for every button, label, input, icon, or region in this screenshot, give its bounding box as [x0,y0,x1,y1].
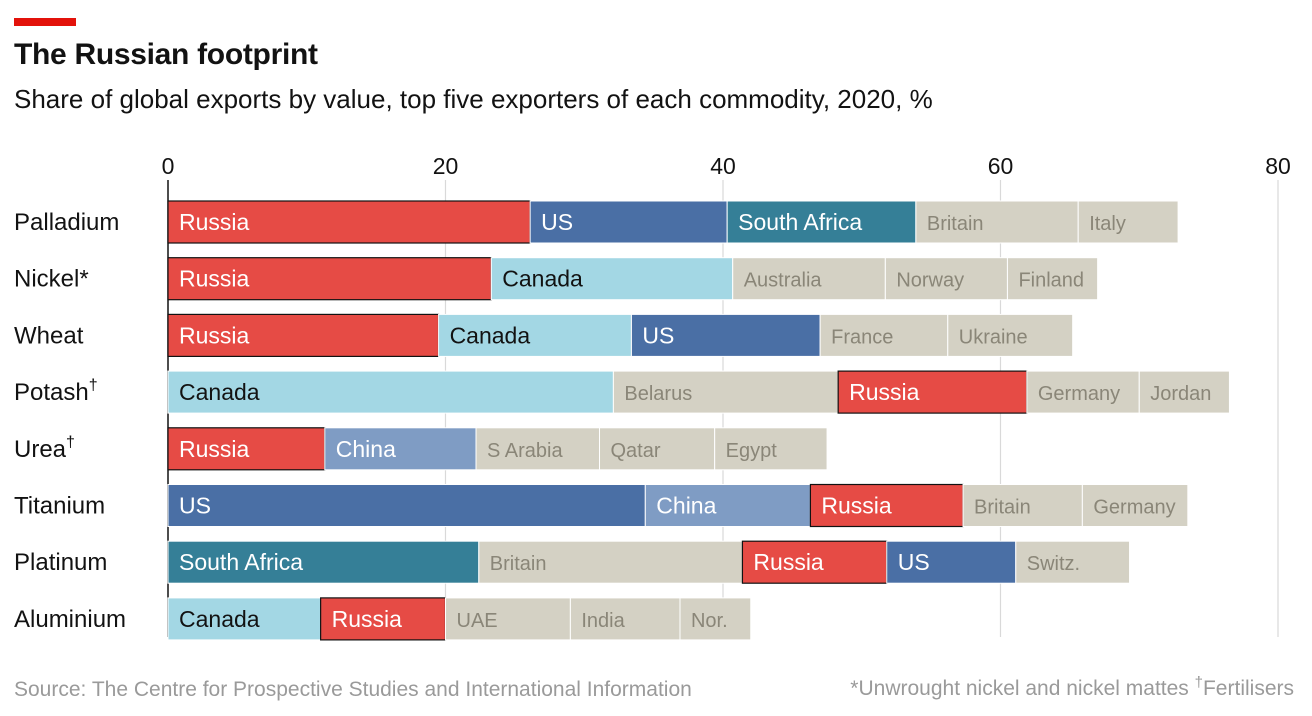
category-label: Palladium [14,209,119,236]
x-tick-label: 0 [162,153,175,179]
segment-label: Canada [450,322,531,348]
segment-label: Ukraine [959,326,1028,348]
category-label: Titanium [14,493,105,520]
segment-label: Jordan [1150,383,1211,405]
footnote-dagger: † [1194,674,1203,691]
segment-label: South Africa [179,549,303,575]
segment-label: US [179,493,211,519]
segment-label: France [831,326,893,348]
accent-bar [14,18,76,26]
bar-segment [679,597,752,641]
segment-label: UAE [457,610,498,632]
segment-label: Britain [974,497,1031,519]
category-label: Urea† [14,434,75,463]
segment-label: China [656,493,716,519]
bar-segment [630,313,821,357]
bar-segment [962,484,1083,527]
bar-segment [475,427,601,471]
category-label: Potash† [14,377,98,406]
bar-segment [644,484,811,527]
bar-segment [167,313,440,357]
x-tick-label: 80 [1265,153,1291,179]
bar-segment [1015,540,1131,584]
segment-label: Britain [927,213,984,235]
category-label: Nickel* [14,266,89,293]
bar-segment [167,540,480,584]
segment-label: US [541,209,573,235]
bar-segment [1081,484,1189,527]
bar-segment [741,540,888,584]
segment-label: US [898,549,930,575]
segment-label: Russia [179,209,250,235]
segment-label: Russia [753,549,824,575]
chart-title: The Russian footprint [14,38,318,71]
segment-label: Egypt [726,440,778,462]
bar-segment [529,200,728,244]
segment-label: Belarus [624,383,692,405]
segment-label: US [642,322,674,348]
bar-segment [809,483,964,528]
bar-segment [1138,370,1230,414]
segment-label: China [336,436,396,462]
bar-segment [884,257,1008,301]
bar-segment [1006,257,1099,301]
bar-segment [1077,200,1179,244]
segment-label: Russia [179,322,250,348]
segment-label: Russia [179,436,250,462]
footnotes: *Unwrought nickel and nickel mattes †Fer… [850,674,1294,701]
segment-label: Finland [1018,270,1084,292]
footnote-fertilisers: Fertilisers [1202,677,1294,700]
segment-label: Russia [849,379,920,405]
x-tick-label: 60 [988,153,1014,179]
bar-segment [837,370,1028,414]
bar-segment [167,427,326,471]
category-label: Wheat [14,322,84,349]
segment-label: Nor. [691,610,728,632]
segment-label: Qatar [611,440,661,462]
segment-label: S Arabia [487,440,563,462]
segment-label: Norway [896,270,964,292]
source-note: Source: The Centre for Prospective Studi… [14,678,692,701]
segment-label: Germany [1093,497,1175,519]
segment-label: Australia [744,270,823,292]
bar-segment [1026,370,1140,414]
x-tick-label: 20 [433,153,459,179]
bar-segment [569,597,681,641]
bar-segment [490,257,734,301]
bar-segment [726,200,917,244]
bar-segment [167,257,492,301]
segment-label: Canada [179,606,260,632]
bar-segment [915,200,1079,244]
segment-label: South Africa [738,209,862,235]
bar-segment [947,313,1074,357]
segment-label: Germany [1038,383,1120,405]
bar-segment [167,200,531,244]
footnote-nickel: *Unwrought nickel and nickel mattes [850,677,1195,700]
segment-label: Canada [179,379,260,405]
segment-label: Russia [179,266,250,292]
x-tick-label: 40 [710,153,736,179]
segment-label: Italy [1089,213,1126,235]
category-label: Aluminium [14,606,126,633]
bar-segment [599,427,716,471]
bar-segment [167,370,614,414]
bar-segment [167,484,646,527]
segment-label: Russia [332,606,403,632]
segment-label: Canada [502,266,583,292]
segment-label: Switz. [1027,553,1080,575]
chart-subtitle: Share of global exports by value, top fi… [14,84,933,114]
segment-label: Britain [490,553,547,575]
bar-segment [320,597,447,641]
bar-segment [612,370,839,414]
category-label: Platinum [14,549,107,576]
bar-segment [167,597,322,641]
bar-segment [714,427,828,471]
bar-segment [324,427,477,471]
chart-area: 0 20 40 60 80 Palladium Russia US South Africa Br… [14,153,1291,641]
segment-label: India [581,610,625,632]
segment-label: Russia [821,493,892,519]
